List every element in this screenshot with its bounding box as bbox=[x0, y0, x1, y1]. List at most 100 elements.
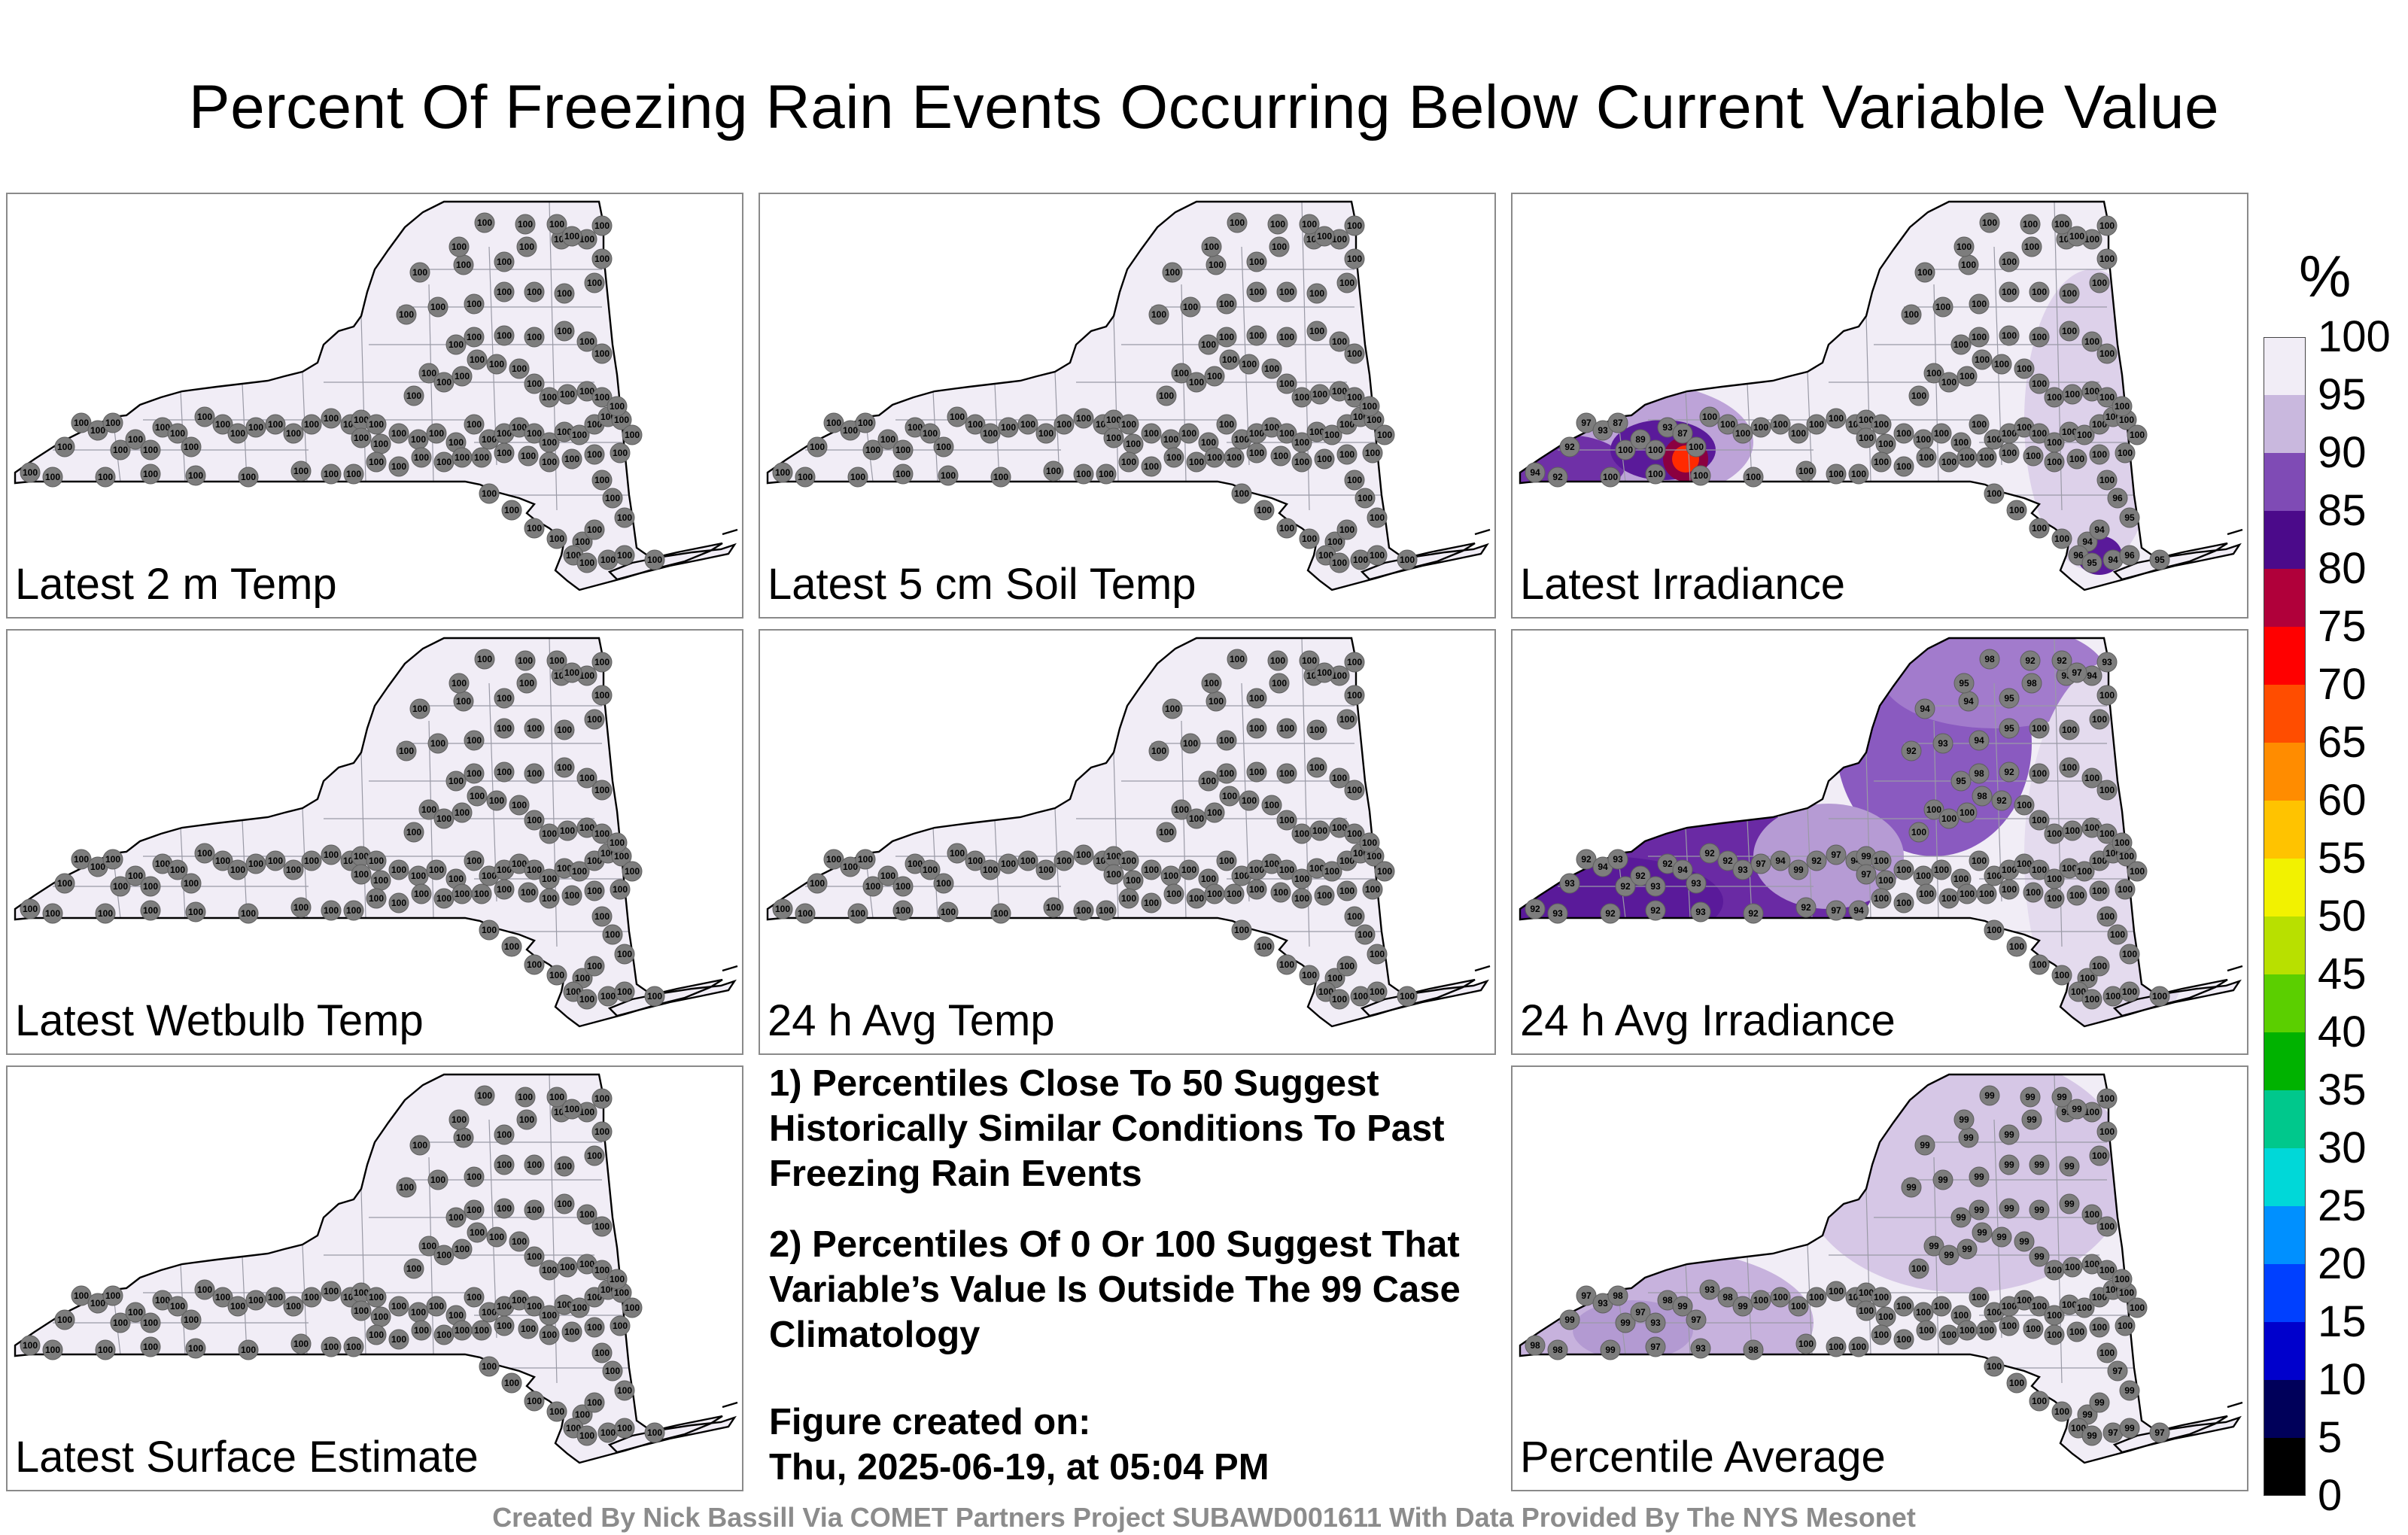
station-marker: 98 bbox=[1743, 1339, 1764, 1360]
station-value: 100 bbox=[600, 991, 616, 1002]
station-dot bbox=[614, 981, 635, 1002]
station-value: 100 bbox=[2047, 828, 2062, 839]
station-marker: 100 bbox=[2119, 944, 2140, 965]
station-dot bbox=[862, 876, 883, 897]
station-dot bbox=[1916, 447, 1937, 468]
station-dot bbox=[1953, 1109, 1975, 1130]
station-marker: 100 bbox=[561, 448, 582, 470]
station-value: 100 bbox=[143, 1318, 158, 1328]
station-dot bbox=[965, 414, 986, 435]
station-value: 100 bbox=[456, 1132, 471, 1143]
station-value: 100 bbox=[324, 1342, 339, 1352]
station-dot bbox=[576, 989, 597, 1010]
station-marker: 100 bbox=[1246, 688, 1267, 709]
station-dot bbox=[494, 1198, 515, 1219]
station-value: 100 bbox=[497, 884, 512, 895]
station-dot bbox=[321, 408, 342, 429]
station-marker: 100 bbox=[1216, 293, 1237, 315]
station-marker: 100 bbox=[877, 429, 898, 450]
station-value: 100 bbox=[1204, 242, 1219, 252]
station-value: 100 bbox=[572, 430, 587, 440]
panel-latest-surface-estimate: 100 100 100 100 100 100 100 100 100 100 100 100 100 1… bbox=[6, 1065, 743, 1491]
station-marker: 100 bbox=[1916, 883, 1937, 904]
station-marker: 99 bbox=[1732, 1296, 1753, 1317]
station-dot bbox=[1976, 1320, 1997, 1341]
station-dot bbox=[2089, 880, 2110, 901]
station-value: 100 bbox=[895, 469, 911, 479]
station-dot bbox=[1276, 954, 1297, 975]
station-dot bbox=[614, 1418, 635, 1439]
station-marker: 100 bbox=[1017, 414, 1038, 435]
station-dot bbox=[546, 214, 567, 235]
station-marker: 99 bbox=[1999, 1198, 2020, 1219]
colorbar-segment bbox=[2264, 627, 2306, 685]
station-value: 100 bbox=[865, 881, 880, 892]
station-marker: 100 bbox=[1269, 673, 1290, 694]
station-marker: 100 bbox=[474, 212, 495, 233]
station-dot bbox=[561, 226, 582, 247]
station-marker: 100 bbox=[110, 1312, 131, 1333]
ny-state-map: 1001001001001001001001001001001001001001… bbox=[14, 200, 738, 591]
station-value: 100 bbox=[2130, 1302, 2145, 1313]
station-marker: 100 bbox=[448, 236, 470, 257]
station-marker: 100 bbox=[453, 691, 474, 712]
station-value: 100 bbox=[113, 1318, 128, 1328]
station-marker: 100 bbox=[1276, 373, 1297, 394]
station-marker: 97 bbox=[1826, 844, 1847, 865]
station-value: 100 bbox=[1106, 433, 1121, 443]
station-value: 100 bbox=[2099, 475, 2115, 485]
station-value: 100 bbox=[2032, 865, 2047, 875]
station-dot bbox=[411, 883, 432, 904]
station-value: 95 bbox=[1956, 776, 1966, 786]
station-marker: 100 bbox=[366, 1287, 387, 1308]
station-value: 100 bbox=[143, 905, 158, 916]
station-marker: 93 bbox=[1559, 873, 1580, 894]
station-marker: 100 bbox=[2029, 373, 2050, 394]
station-value: 100 bbox=[826, 854, 841, 865]
station-dot bbox=[181, 436, 202, 457]
station-value: 100 bbox=[90, 862, 105, 872]
station-marker: 100 bbox=[110, 439, 131, 460]
station-value: 100 bbox=[2099, 1221, 2115, 1232]
station-dot bbox=[1201, 673, 1222, 694]
station-dot bbox=[591, 1216, 613, 1237]
station-marker: 100 bbox=[515, 214, 536, 235]
station-value: 99 bbox=[2004, 1160, 2014, 1170]
station-value: 98 bbox=[1613, 1290, 1623, 1301]
station-value: 97 bbox=[2072, 667, 2082, 678]
station-dot bbox=[1893, 423, 1914, 444]
station-value: 100 bbox=[895, 881, 911, 892]
station-dot bbox=[644, 1422, 665, 1443]
station-value: 100 bbox=[843, 862, 858, 872]
station-dot bbox=[614, 1380, 635, 1401]
station-value: 100 bbox=[858, 854, 873, 865]
station-marker: 100 bbox=[591, 685, 613, 706]
station-marker: 94 bbox=[1770, 850, 1791, 871]
station-value: 100 bbox=[1934, 865, 1949, 875]
station-value: 100 bbox=[1365, 884, 1380, 895]
station-marker: 100 bbox=[622, 424, 643, 445]
station-marker: 100 bbox=[501, 1372, 522, 1394]
station-marker: 100 bbox=[2044, 1324, 2065, 1345]
station-marker: 100 bbox=[20, 462, 41, 483]
station-marker: 97 bbox=[1750, 853, 1771, 874]
station-marker: 100 bbox=[451, 883, 473, 904]
station-marker: 100 bbox=[445, 1305, 467, 1326]
station-dot bbox=[1118, 850, 1139, 871]
station-marker: 99 bbox=[1932, 1169, 1953, 1190]
station-dot bbox=[366, 850, 387, 871]
station-marker: 94 bbox=[1914, 698, 1935, 719]
station-marker: 100 bbox=[464, 730, 485, 751]
station-value: 100 bbox=[406, 827, 421, 837]
station-marker: 100 bbox=[409, 698, 430, 719]
station-value: 100 bbox=[625, 1302, 640, 1313]
station-value: 100 bbox=[1249, 723, 1264, 734]
station-marker: 100 bbox=[584, 444, 605, 465]
station-value: 94 bbox=[1920, 704, 1930, 714]
station-value: 100 bbox=[594, 657, 610, 667]
station-dot bbox=[2112, 396, 2133, 417]
station-value: 100 bbox=[1960, 807, 1975, 818]
island-outline bbox=[722, 1401, 738, 1409]
station-marker: 100 bbox=[1374, 861, 1395, 882]
station-dot bbox=[2023, 1318, 2044, 1339]
